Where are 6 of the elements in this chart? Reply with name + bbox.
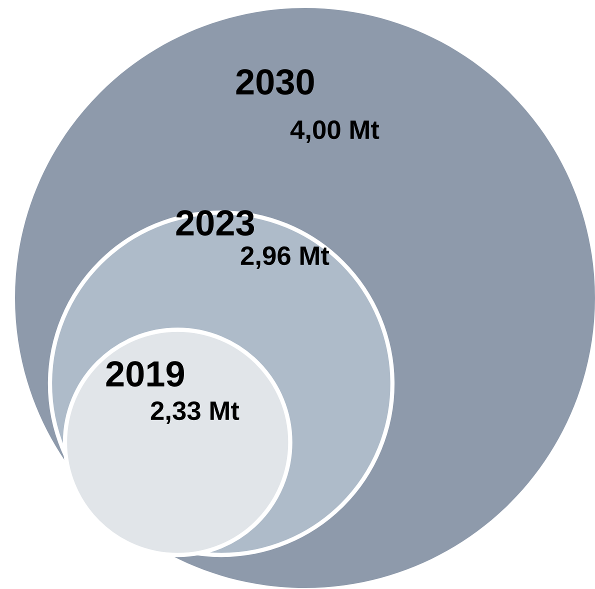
category-label: 2030 xyxy=(236,69,314,95)
data-label: 2,33 Mt xyxy=(150,401,240,424)
category-label: 2019 xyxy=(106,361,184,387)
category-label: 2023 xyxy=(176,210,254,236)
data-label: 4,00 Mt xyxy=(290,120,380,143)
data-label: 2,96 Mt xyxy=(240,246,330,269)
